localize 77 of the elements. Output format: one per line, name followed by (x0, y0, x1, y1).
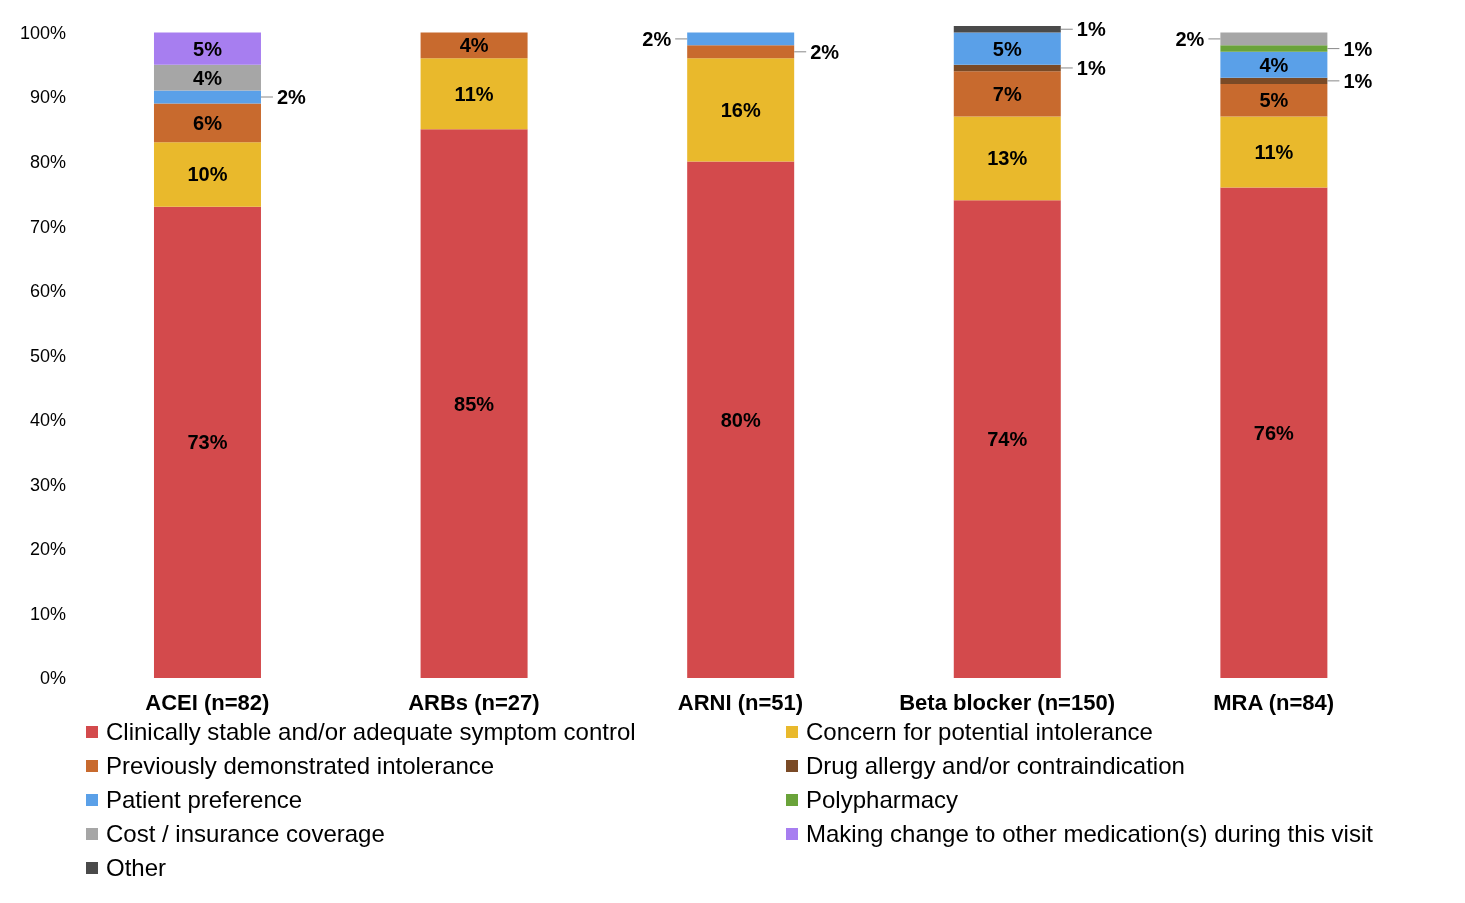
bar (1220, 32, 1328, 46)
bar (1220, 187, 1328, 678)
bar (153, 32, 261, 65)
data-label: 85% (454, 392, 495, 415)
x-tick-label: MRA (n=84) (1213, 689, 1335, 715)
data-label: 73% (187, 431, 228, 454)
data-label: 11% (454, 82, 494, 105)
data-label: 5% (193, 37, 223, 60)
y-tick-label: 90% (29, 87, 66, 108)
bar (153, 142, 261, 207)
legend-label: Polypharmacy (806, 786, 959, 814)
data-label: 1% (1343, 37, 1373, 60)
bar (953, 26, 1061, 33)
data-label: 7% (992, 82, 1022, 105)
y-tick-label: 40% (29, 410, 66, 431)
data-label: 6% (193, 111, 223, 134)
y-tick-label: 20% (29, 539, 66, 560)
data-label: 4% (1259, 53, 1289, 76)
data-label: 10% (187, 163, 228, 186)
y-tick-label: 0% (39, 668, 66, 689)
x-tick-label: ARNI (n=51) (677, 689, 804, 715)
y-tick-label: 50% (29, 345, 66, 366)
x-tick-label: ARBs (n=27) (408, 689, 540, 715)
data-label: 74% (987, 428, 1028, 451)
y-tick-label: 70% (29, 216, 66, 237)
bar (953, 116, 1061, 201)
data-label: 5% (1259, 89, 1289, 112)
data-label: 2% (642, 27, 672, 50)
bar (687, 45, 795, 59)
bar (420, 129, 528, 678)
data-label: 1% (1076, 18, 1106, 41)
legend-label: Previously demonstrated intolerance (106, 752, 495, 780)
legend-label: Clinically stable and/or adequate symptom control (106, 718, 636, 746)
bar (953, 64, 1061, 72)
legend-label: Concern for potential intolerance (806, 718, 1153, 746)
y-tick-label: 80% (29, 151, 66, 172)
data-label: 13% (987, 147, 1028, 170)
data-label: 76% (1253, 421, 1295, 444)
data-label: 2% (1175, 27, 1205, 50)
bar (153, 64, 261, 91)
bar (953, 32, 1061, 65)
data-label: 16% (720, 98, 761, 121)
y-tick-label: 10% (29, 603, 66, 624)
bar (687, 58, 795, 162)
bar (687, 161, 795, 678)
data-label: 1% (1076, 56, 1106, 79)
y-tick-label: 60% (29, 281, 66, 302)
bar (953, 71, 1061, 117)
bar (1220, 77, 1328, 85)
bar (420, 58, 528, 130)
x-tick-label: Beta blocker (n=150) (899, 689, 1116, 715)
data-label: 2% (276, 86, 307, 109)
bar (1220, 84, 1328, 117)
bar (1220, 51, 1328, 78)
data-label: 1% (1343, 69, 1373, 92)
bar (153, 103, 261, 143)
data-label: 4% (459, 34, 489, 57)
bar (1220, 45, 1328, 52)
bar (953, 200, 1061, 678)
bar (420, 32, 528, 59)
legend-label: Drug allergy and/or contraindication (806, 752, 1185, 780)
bar (687, 32, 795, 46)
legend-label: Cost / insurance coverage (106, 820, 385, 848)
data-label: 4% (193, 66, 223, 89)
legend-label: Patient preference (106, 786, 303, 814)
bar (1220, 116, 1328, 188)
x-tick-label: ACEI (n=82) (145, 689, 270, 715)
data-label: 80% (720, 408, 761, 431)
data-label: 11% (1254, 140, 1294, 163)
data-label: 2% (810, 40, 840, 63)
bar (153, 206, 261, 678)
y-tick-label: 100% (19, 22, 66, 43)
legend-label: Making change to other medication(s) during this visit (806, 820, 1373, 848)
data-label: 5% (992, 37, 1022, 60)
legend-label: Other (106, 854, 167, 882)
y-tick-label: 30% (29, 474, 66, 495)
bar (153, 90, 261, 104)
